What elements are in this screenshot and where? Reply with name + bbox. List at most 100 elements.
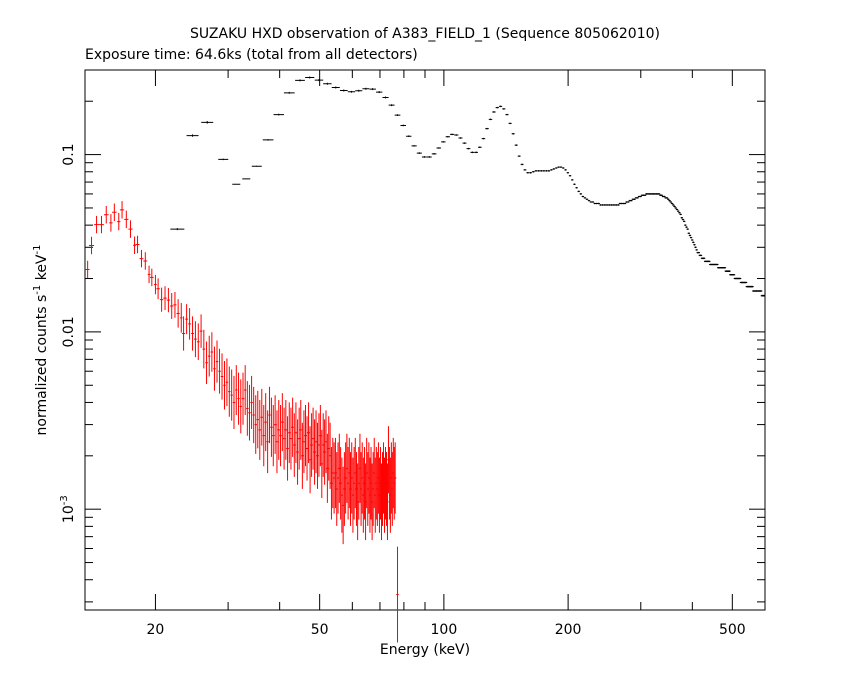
data-point xyxy=(362,87,370,90)
data-point xyxy=(215,340,219,383)
data-point xyxy=(291,397,294,457)
data-point xyxy=(708,260,711,263)
data-point xyxy=(112,203,117,221)
data-point xyxy=(529,171,532,174)
data-point xyxy=(369,88,376,91)
data-point xyxy=(159,287,164,312)
data-point xyxy=(400,124,406,127)
data-point xyxy=(139,249,144,268)
data-point xyxy=(246,381,249,436)
data-series xyxy=(85,76,766,643)
data-point xyxy=(454,134,459,136)
data-point xyxy=(250,375,253,429)
data-point xyxy=(324,410,328,474)
data-point xyxy=(256,390,259,449)
data-point xyxy=(310,413,313,477)
data-point xyxy=(623,202,627,205)
data-point xyxy=(339,89,348,92)
data-point xyxy=(583,197,587,199)
data-point xyxy=(135,235,140,254)
data-point xyxy=(762,294,766,297)
data-point xyxy=(199,314,203,348)
y-axis-label: normalized counts s-1 keV-1 xyxy=(32,245,50,436)
data-point xyxy=(643,194,647,196)
data-point xyxy=(481,137,486,140)
data-point xyxy=(297,407,301,470)
data-point xyxy=(262,139,274,141)
data-point xyxy=(416,152,422,154)
data-point xyxy=(201,121,214,124)
data-point xyxy=(272,404,275,467)
data-point xyxy=(194,321,197,358)
data-point xyxy=(295,79,305,82)
data-point xyxy=(260,388,263,446)
data-point xyxy=(182,316,186,351)
data-point xyxy=(678,211,681,214)
data-point xyxy=(376,91,383,94)
data-point xyxy=(196,323,200,361)
data-point xyxy=(273,395,277,454)
data-point xyxy=(283,91,295,94)
data-point xyxy=(299,399,302,460)
data-point xyxy=(317,413,321,477)
data-point xyxy=(239,379,242,434)
data-point xyxy=(689,236,693,239)
series-1 xyxy=(170,76,766,297)
data-point xyxy=(478,146,482,149)
data-point xyxy=(180,303,183,333)
y-tick-label: 10-3 xyxy=(59,495,77,523)
data-point xyxy=(441,141,446,143)
data-point xyxy=(547,170,551,172)
data-point xyxy=(657,193,661,195)
data-point xyxy=(273,113,285,116)
data-point xyxy=(85,260,90,279)
data-point xyxy=(495,106,499,109)
data-point xyxy=(695,249,698,251)
data-point xyxy=(636,197,639,199)
data-point xyxy=(687,232,690,235)
data-point xyxy=(119,201,125,219)
data-point xyxy=(514,144,518,146)
data-point xyxy=(677,210,680,212)
data-point xyxy=(242,178,251,180)
data-point xyxy=(591,201,595,203)
y-tick-label: 0.1 xyxy=(61,143,77,165)
data-point xyxy=(585,198,589,200)
data-point xyxy=(492,111,496,113)
data-point xyxy=(170,228,185,231)
x-tick-label: 100 xyxy=(431,622,458,638)
data-point xyxy=(133,236,137,254)
data-point xyxy=(320,429,323,498)
data-point xyxy=(282,407,286,470)
data-point xyxy=(270,397,273,457)
data-point xyxy=(462,142,467,144)
data-point xyxy=(716,263,719,266)
data-point xyxy=(232,375,236,429)
data-point xyxy=(534,170,538,172)
data-point xyxy=(688,234,692,237)
data-point xyxy=(213,346,216,391)
data-point xyxy=(639,195,642,198)
data-point xyxy=(143,252,148,270)
data-point xyxy=(220,353,224,400)
data-point xyxy=(124,210,129,229)
chart-title: SUZAKU HXD observation of A383_FIELD_1 (… xyxy=(190,26,660,42)
data-point xyxy=(277,399,280,460)
data-point xyxy=(539,170,543,172)
data-point xyxy=(147,265,151,284)
data-point xyxy=(511,133,515,135)
data-point xyxy=(674,207,677,209)
data-point xyxy=(154,274,157,295)
data-point xyxy=(258,399,261,460)
data-point xyxy=(331,437,334,509)
data-point xyxy=(617,204,620,206)
data-point xyxy=(526,171,530,174)
data-point xyxy=(150,268,154,287)
data-point xyxy=(313,419,316,485)
data-point xyxy=(732,273,736,276)
data-point xyxy=(470,151,475,154)
data-point xyxy=(488,118,493,121)
data-point xyxy=(557,166,560,168)
data-point xyxy=(669,201,672,203)
data-point xyxy=(281,393,284,452)
